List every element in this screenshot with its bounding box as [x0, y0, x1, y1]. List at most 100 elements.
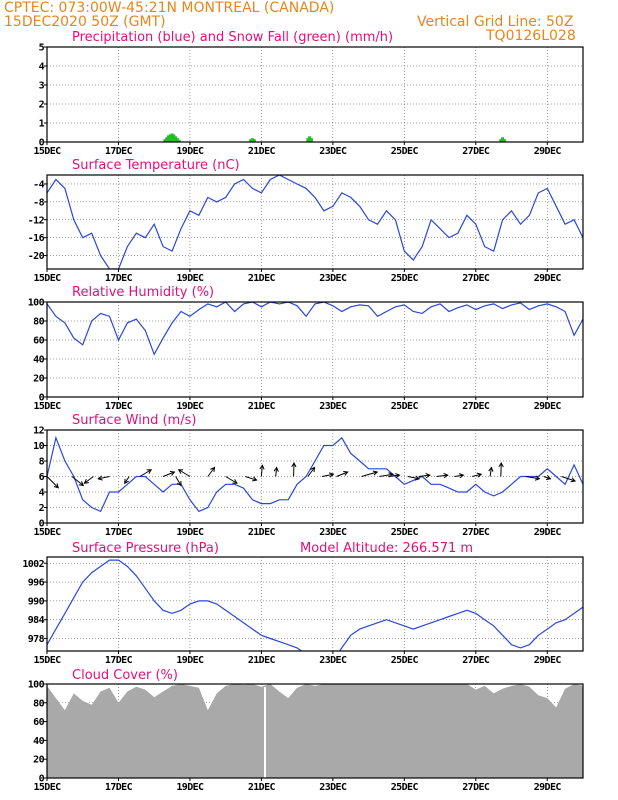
y-tick-label: 990	[28, 596, 45, 607]
x-tick-label: 29DEC	[534, 146, 562, 157]
wind-arrow-shaft	[489, 467, 492, 477]
title-temp: Surface Temperature (nC)	[72, 158, 240, 173]
y-tick-label: 2	[39, 100, 45, 111]
snow-bar	[249, 139, 253, 142]
wind-arrow-head	[124, 478, 129, 485]
x-tick-label: 27DEC	[462, 273, 490, 284]
y-tick-label: -4	[33, 179, 44, 190]
wind-arrow-shaft	[407, 476, 420, 480]
x-tick-label: 19DEC	[176, 401, 204, 412]
snow-bar	[309, 138, 313, 142]
wind-arrow-head	[310, 466, 316, 473]
y-tick-label: 4	[39, 488, 45, 499]
wind-arrow-head	[414, 475, 421, 481]
y-tick-label: 0	[39, 138, 45, 149]
wind-arrow-shaft	[561, 476, 576, 482]
y-tick-label: 100	[28, 680, 45, 691]
x-tick-label: 17DEC	[105, 273, 133, 284]
y-tick-label: -8	[33, 197, 44, 208]
x-tick-label: 25DEC	[391, 655, 419, 666]
title-pres: Surface Pressure (hPa)	[72, 541, 219, 556]
snow-bar	[308, 136, 312, 142]
panel-temp: 15DEC 17DEC 19DEC 21DEC 23DEC 25DEC 27DEC 29DEC…	[28, 174, 584, 284]
y-tick-label: 10	[33, 441, 44, 452]
snow-bar	[306, 138, 310, 142]
wind-arrow-head	[146, 469, 153, 474]
x-tick-label: 27DEC	[462, 401, 490, 412]
panel-frame	[46, 46, 584, 143]
x-tick-label: 29DEC	[534, 401, 562, 412]
wind-arrow-shaft	[71, 476, 84, 486]
y-tick-label: 1	[39, 119, 45, 130]
y-tick-label: 60	[33, 336, 44, 347]
x-tick-label: 17DEC	[105, 146, 133, 157]
wind-arrow-shaft	[98, 476, 110, 480]
y-tick-label: 12	[33, 426, 44, 437]
header-init-time: 15DEC2020 50Z (GMT)	[4, 14, 166, 30]
y-tick-label: 60	[33, 717, 44, 728]
plot-area-temp	[47, 175, 583, 269]
panel-cloud: 15DEC 17DEC 19DEC 21DEC 23DEC 25DEC 27DEC 29DEC…	[28, 680, 584, 793]
y-tick-label: 0	[39, 519, 45, 530]
plot-area-precip	[163, 133, 506, 142]
wind-arrow-head	[476, 472, 483, 478]
x-tick-label: 23DEC	[319, 655, 347, 666]
wind-arrow-head	[259, 464, 265, 470]
snow-bar	[250, 138, 254, 142]
panel-wind: 15DEC 17DEC 19DEC 21DEC 23DEC 25DEC 27DEC 29DEC…	[33, 426, 584, 538]
wind-arrow-shaft	[418, 474, 430, 477]
wind-arrow-shaft	[361, 471, 378, 477]
panel-frame	[46, 301, 584, 398]
x-tick-label: 23DEC	[319, 527, 347, 538]
x-tick-label: 19DEC	[176, 782, 204, 793]
snow-bar	[163, 139, 167, 142]
x-tick-label: 21DEC	[248, 401, 276, 412]
wind-arrow-head	[78, 481, 85, 487]
y-tick-label: 20	[33, 755, 44, 766]
wind-arrow-head	[570, 477, 577, 483]
title-precip: Precipitation (blue) and Snow Fall (gree…	[72, 30, 393, 45]
wind-arrow-head	[232, 479, 238, 484]
x-tick-label: 23DEC	[319, 146, 347, 157]
wind-arrow-head	[458, 473, 465, 479]
snow-bar	[499, 139, 503, 142]
wind-arrow-shaft	[178, 469, 191, 477]
title-altitude: Model Altitude: 266.571 m	[300, 541, 473, 556]
temp-series-line	[47, 175, 583, 269]
pres-series-line	[47, 559, 583, 651]
header-model-code: TQ0126L028	[485, 28, 576, 44]
x-tick-label: 23DEC	[319, 782, 347, 793]
panels: 15DEC 17DEC 19DEC 21DEC 23DEC 25DEC 27DEC 29DEC…	[22, 43, 584, 793]
panel-pres: 15DEC 17DEC 19DEC 21DEC 23DEC 25DEC 27DEC 29DEC…	[22, 556, 584, 666]
wind-arrow-head	[488, 466, 494, 472]
wind-arrow-head	[534, 475, 541, 481]
y-tick-label: 984	[28, 615, 45, 626]
y-tick-label: -12	[28, 215, 45, 226]
wind-arrow-shaft	[525, 476, 540, 480]
x-tick-label: 15DEC	[33, 146, 61, 157]
x-tick-label: 19DEC	[176, 146, 204, 157]
snow-bar	[170, 133, 174, 142]
x-tick-label: 15DEC	[33, 273, 61, 284]
panel-frame	[46, 683, 584, 779]
x-tick-label: 17DEC	[105, 527, 133, 538]
wind-arrow-head	[498, 461, 504, 468]
y-tick-label: 1002	[22, 559, 44, 570]
wind-arrow-shaft	[124, 476, 130, 484]
x-tick-label: 19DEC	[176, 655, 204, 666]
x-tick-label: 21DEC	[248, 782, 276, 793]
wind-arrow-head	[328, 472, 335, 478]
x-tick-label: 29DEC	[534, 527, 562, 538]
x-tick-label: 27DEC	[462, 527, 490, 538]
x-tick-label: 17DEC	[105, 782, 133, 793]
wind-arrow-shaft	[139, 469, 152, 477]
x-tick-label: 29DEC	[534, 782, 562, 793]
header-location: CPTEC: 073:00W-45:21N MONTREAL (CANADA)	[4, 0, 334, 16]
x-tick-label: 27DEC	[462, 655, 490, 666]
snow-bar	[501, 137, 505, 142]
wind-arrow-head	[372, 470, 379, 476]
x-tick-label: 19DEC	[176, 527, 204, 538]
x-tick-label: 15DEC	[33, 782, 61, 793]
x-tick-label: 21DEC	[248, 527, 276, 538]
